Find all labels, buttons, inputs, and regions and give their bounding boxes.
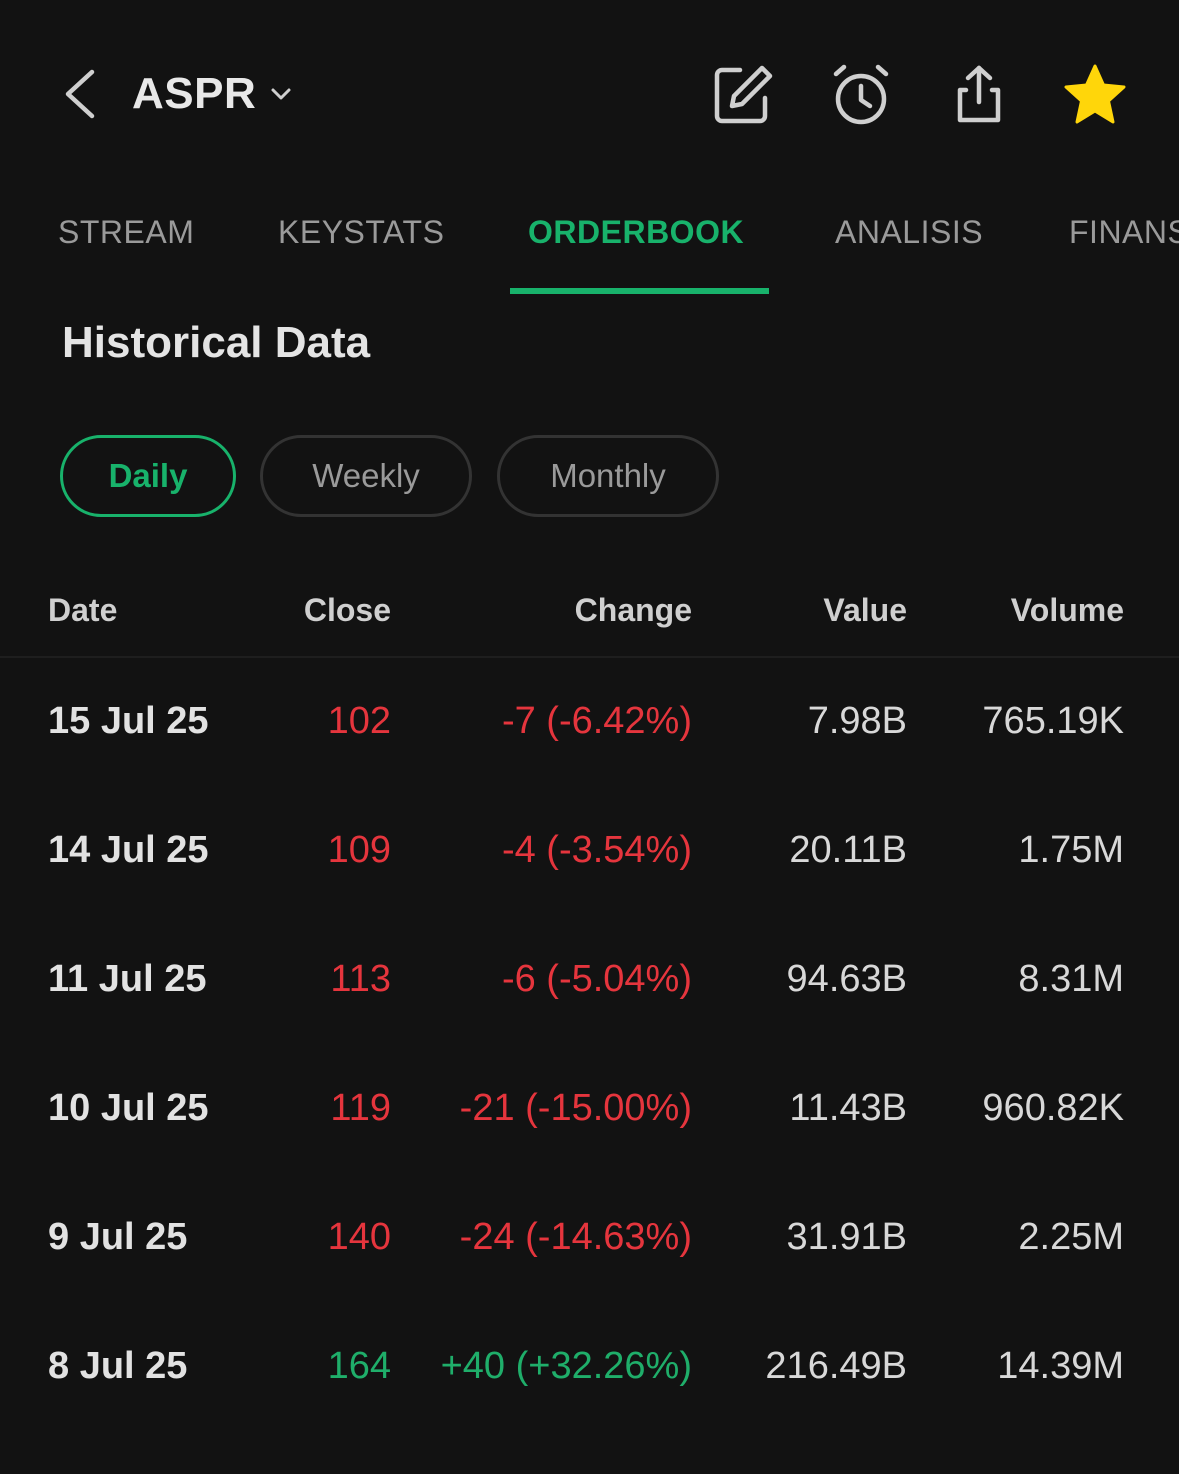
header-close[interactable]: Close	[303, 592, 391, 628]
table-row[interactable]: 8 Jul 25 164 +40 (+32.26%) 216.49B 14.39…	[0, 1303, 1179, 1432]
row-volume: 1.75M	[1018, 829, 1124, 871]
table-header: Date Close Change Value Volume	[0, 560, 1179, 658]
watchlist-star-button[interactable]	[1062, 62, 1128, 128]
row-value: 94.63B	[786, 958, 907, 1000]
alarm-icon	[833, 64, 889, 125]
header-change[interactable]: Change	[574, 592, 692, 628]
tab-orderbook[interactable]: ORDERBOOK	[528, 214, 745, 250]
row-date: 11 Jul 25	[48, 958, 207, 1000]
back-button[interactable]	[56, 64, 106, 124]
table-row[interactable]: 9 Jul 25 140 -24 (-14.63%) 31.91B 2.25M	[0, 1174, 1179, 1303]
table-row[interactable]: 15 Jul 25 102 -7 (-6.42%) 7.98B 765.19K	[0, 658, 1179, 787]
row-volume: 14.39M	[997, 1345, 1124, 1387]
row-date: 10 Jul 25	[48, 1087, 209, 1129]
tab-bar: STREAM KEYSTATS ORDERBOOK ANALISIS FINAN…	[0, 190, 1179, 296]
row-value: 7.98B	[807, 700, 907, 742]
row-date: 8 Jul 25	[48, 1345, 188, 1387]
row-value: 216.49B	[765, 1345, 907, 1387]
row-close: 102	[327, 700, 391, 742]
row-change: -24 (-14.63%)	[459, 1216, 692, 1258]
header-value[interactable]: Value	[823, 592, 907, 628]
table-row[interactable]: 11 Jul 25 113 -6 (-5.04%) 94.63B 8.31M	[0, 916, 1179, 1045]
row-close: 140	[327, 1216, 391, 1258]
tab-finans[interactable]: FINANS	[1069, 214, 1179, 250]
share-icon	[957, 65, 1001, 123]
table-row[interactable]: 14 Jul 25 109 -4 (-3.54%) 20.11B 1.75M	[0, 787, 1179, 916]
row-volume: 8.31M	[1018, 958, 1124, 1000]
row-close: 113	[330, 958, 391, 1000]
row-close: 109	[327, 829, 391, 871]
tab-stream[interactable]: STREAM	[58, 214, 195, 250]
section-title: Historical Data	[62, 318, 371, 367]
ticker-selector[interactable]: ASPR	[132, 64, 294, 124]
row-change: -6 (-5.04%)	[501, 958, 692, 1000]
active-tab-indicator	[510, 288, 769, 294]
row-value: 31.91B	[786, 1216, 907, 1258]
row-volume: 2.25M	[1018, 1216, 1124, 1258]
header-date[interactable]: Date	[48, 592, 118, 628]
share-button[interactable]	[946, 62, 1012, 128]
row-date: 9 Jul 25	[48, 1216, 188, 1258]
row-change: -4 (-3.54%)	[501, 829, 692, 871]
back-chevron-icon	[65, 69, 95, 119]
top-bar: ASPR	[0, 0, 1179, 190]
row-change: -7 (-6.42%)	[501, 700, 692, 742]
chevron-down-icon	[271, 88, 291, 100]
row-date: 15 Jul 25	[48, 700, 209, 742]
row-value: 11.43B	[789, 1087, 907, 1129]
period-monthly-chip[interactable]: Monthly	[497, 435, 719, 517]
table-row[interactable]: 10 Jul 25 119 -21 (-15.00%) 11.43B 960.8…	[0, 1045, 1179, 1174]
alarm-button[interactable]	[828, 62, 894, 128]
row-change: -21 (-15.00%)	[459, 1087, 692, 1129]
period-weekly-chip[interactable]: Weekly	[260, 435, 472, 517]
edit-icon	[714, 65, 773, 124]
period-daily-chip[interactable]: Daily	[60, 435, 236, 517]
ticker-symbol: ASPR	[132, 69, 257, 118]
row-volume: 765.19K	[982, 700, 1124, 742]
row-change: +40 (+32.26%)	[440, 1345, 692, 1387]
historical-data-table: Date Close Change Value Volume 15 Jul 25…	[0, 560, 1179, 1432]
header-volume[interactable]: Volume	[1010, 592, 1124, 628]
row-volume: 960.82K	[982, 1087, 1124, 1129]
row-date: 14 Jul 25	[48, 829, 209, 871]
star-icon	[1064, 64, 1126, 124]
edit-button[interactable]	[710, 62, 776, 128]
tab-analisis[interactable]: ANALISIS	[835, 214, 984, 250]
row-close: 164	[327, 1345, 391, 1387]
row-close: 119	[330, 1087, 391, 1129]
tab-keystats[interactable]: KEYSTATS	[278, 214, 445, 250]
row-value: 20.11B	[789, 829, 907, 871]
